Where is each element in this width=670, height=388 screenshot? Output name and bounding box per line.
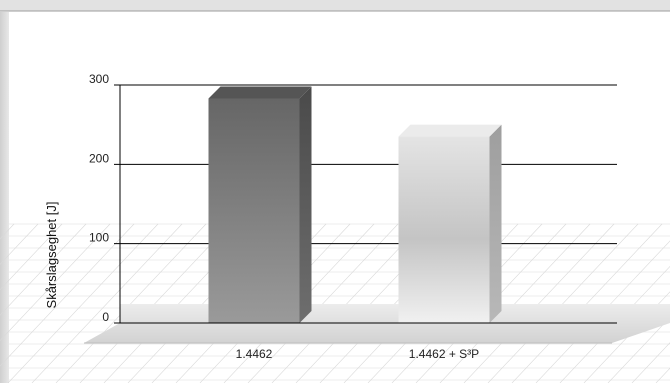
y-tick-label: 100 — [89, 231, 109, 245]
bg-grid-diagonal — [439, 223, 591, 384]
bar-top — [398, 124, 502, 137]
bg-grid-diagonal — [631, 342, 670, 384]
bg-grid-diagonal — [7, 223, 159, 384]
y-axis-label: Skårslagseghet [J] — [44, 202, 59, 309]
bg-grid-diagonal — [463, 223, 615, 384]
y-tick-label: 0 — [102, 310, 109, 324]
bar-front — [208, 98, 300, 323]
bg-grid-diagonal — [535, 240, 670, 384]
bg-grid-diagonal — [55, 223, 207, 384]
bar-side — [299, 86, 312, 323]
bg-grid-diagonal — [607, 316, 670, 384]
bar-front — [398, 136, 490, 323]
y-tick-labels: 0 100 200 300 — [89, 72, 109, 324]
y-tick-label: 200 — [89, 151, 109, 165]
bg-grid-diagonal — [31, 223, 183, 384]
x-category-labels: 1.4462 1.4462 + S³P — [236, 347, 480, 361]
bg-grid-diagonal — [487, 223, 639, 384]
bg-grid-diagonal — [0, 223, 135, 367]
bar-top — [208, 86, 312, 99]
bg-grid-diagonal — [0, 223, 87, 316]
y-tick-label: 300 — [89, 72, 109, 86]
bg-grid-diagonal — [247, 223, 399, 384]
bar-1 — [208, 86, 312, 323]
bg-grid-diagonal — [79, 223, 231, 384]
bg-grid-diagonal — [0, 223, 39, 265]
bar-2 — [398, 124, 502, 323]
bg-grid-diagonal — [0, 223, 63, 291]
x-category-label: 1.4462 + S³P — [409, 347, 479, 361]
gridlines — [114, 84, 617, 324]
x-category-label: 1.4462 — [236, 347, 273, 361]
bar-side — [489, 124, 502, 323]
top-band — [0, 0, 670, 11]
bg-grid-diagonal — [0, 223, 111, 342]
left-strip — [0, 12, 9, 383]
bg-grid-diagonal — [583, 291, 670, 384]
bg-grid-diagonal — [271, 223, 423, 384]
bars — [208, 86, 502, 323]
bg-grid-diagonal — [559, 265, 670, 384]
bg-grid-diagonal — [511, 223, 663, 384]
background-grid — [0, 223, 670, 384]
